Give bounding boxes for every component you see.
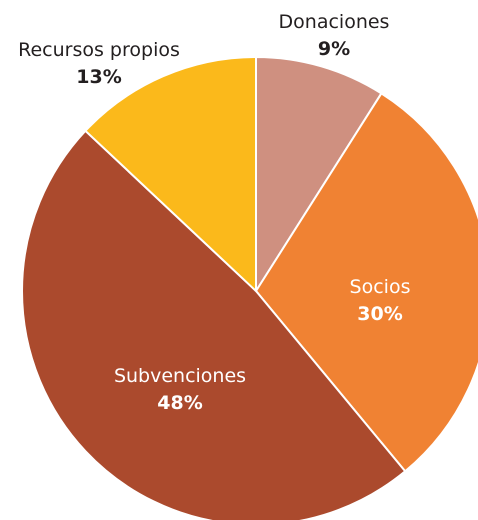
slice-percent-subvenciones: 48% <box>157 392 202 414</box>
pie-slice-donaciones <box>255 55 383 295</box>
pie-slice-recursos-propios <box>84 55 257 294</box>
slice-label-recursos-propios: Recursos propios <box>18 39 180 61</box>
slice-label-socios: Socios <box>350 276 411 298</box>
slice-label-donaciones: Donaciones <box>279 11 390 33</box>
pie-slices <box>21 55 478 520</box>
pie-labels: Donaciones 9% Socios 30% Subvenciones 48% Recu… <box>18 11 410 414</box>
slice-percent-donaciones: 9% <box>318 38 350 60</box>
slice-percent-recursos-propios: 13% <box>76 66 121 88</box>
slice-percent-socios: 30% <box>357 303 402 325</box>
pie-slice-socios <box>254 92 478 473</box>
slice-label-subvenciones: Subvenciones <box>114 365 246 387</box>
pie-slice-subvenciones <box>21 129 407 520</box>
